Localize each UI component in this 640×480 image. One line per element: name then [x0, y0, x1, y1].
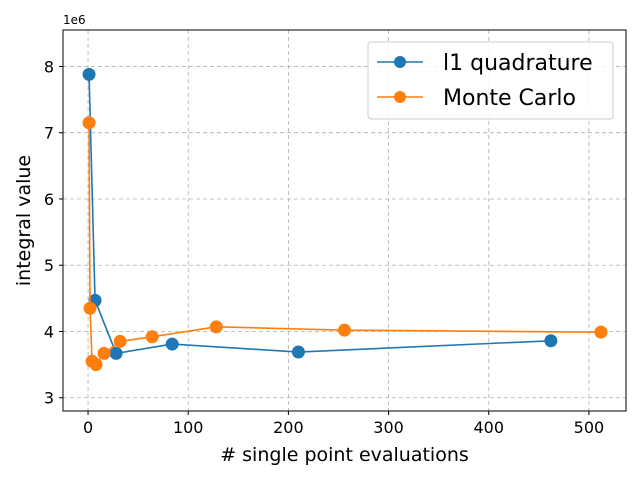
legend-frame — [367, 41, 614, 120]
y-tick-label: 4 — [44, 322, 54, 341]
legend-label: Monte Carlo — [443, 86, 576, 111]
x-tick-label: 200 — [273, 418, 304, 437]
legend-marker — [394, 56, 406, 68]
y-offset-label: 1e6 — [63, 13, 86, 27]
x-tick-label: 500 — [574, 418, 605, 437]
x-tick-label: 400 — [473, 418, 504, 437]
y-tick-label: 3 — [44, 389, 54, 408]
y-tick-label: 8 — [44, 57, 54, 76]
series-line — [88, 122, 601, 366]
series-1 — [82, 116, 608, 372]
data-point — [113, 334, 127, 348]
data-point — [209, 320, 223, 334]
data-point — [544, 334, 558, 348]
x-tick-label: 0 — [83, 418, 93, 437]
y-tick-label: 7 — [44, 124, 54, 143]
x-tick-label: 100 — [173, 418, 204, 437]
data-point — [97, 346, 111, 360]
x-axis-label: # single point evaluations — [220, 444, 469, 466]
tick-layer: 0 100 200 300 400 500 3 4 5 6 7 8 — [44, 57, 604, 437]
x-tick-label: 300 — [373, 418, 404, 437]
data-point — [109, 346, 123, 360]
y-axis-label: integral value — [13, 155, 35, 286]
data-point — [594, 325, 608, 339]
data-point — [338, 323, 351, 337]
data-point — [83, 301, 97, 315]
data-point — [145, 330, 159, 344]
data-point — [89, 358, 103, 372]
y-tick-label: 6 — [44, 190, 54, 209]
series-layer — [82, 67, 608, 372]
y-tick-label: 5 — [44, 256, 54, 275]
data-point — [165, 337, 179, 351]
plot-frame — [62, 29, 627, 412]
data-point — [291, 345, 305, 359]
data-point — [82, 67, 96, 81]
series-0 — [82, 67, 558, 360]
legend-marker — [394, 91, 406, 103]
legend-label: l1 quadrature — [443, 51, 593, 76]
grid-layer — [63, 30, 626, 411]
series-line — [88, 74, 551, 355]
data-point — [82, 116, 96, 130]
legend: l1 quadrature Monte Carlo — [367, 41, 614, 120]
